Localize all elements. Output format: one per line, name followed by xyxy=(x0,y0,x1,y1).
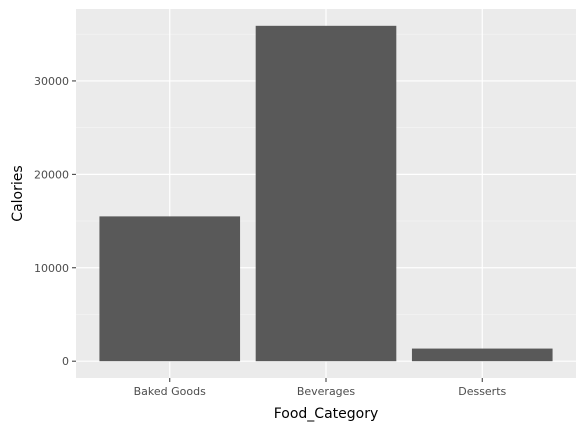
x-axis-title: Food_Category xyxy=(274,406,379,422)
y-axis-title: Calories xyxy=(10,165,26,221)
y-tick-label: 30000 xyxy=(34,75,69,88)
x-tick-label: Baked Goods xyxy=(134,385,206,398)
x-tick-label: Beverages xyxy=(297,385,356,398)
y-axis-ticks: 0 10000 20000 30000 xyxy=(34,75,76,368)
bar-beverages xyxy=(255,25,397,362)
x-axis-ticks: Baked Goods Beverages Desserts xyxy=(134,378,507,398)
x-tick-label: Desserts xyxy=(458,385,506,398)
y-tick-label: 10000 xyxy=(34,262,69,275)
y-tick-label: 20000 xyxy=(34,168,69,181)
bars xyxy=(99,25,553,362)
bar-baked-goods xyxy=(99,216,241,362)
y-tick-label: 0 xyxy=(62,355,69,368)
bar-desserts xyxy=(411,348,553,362)
